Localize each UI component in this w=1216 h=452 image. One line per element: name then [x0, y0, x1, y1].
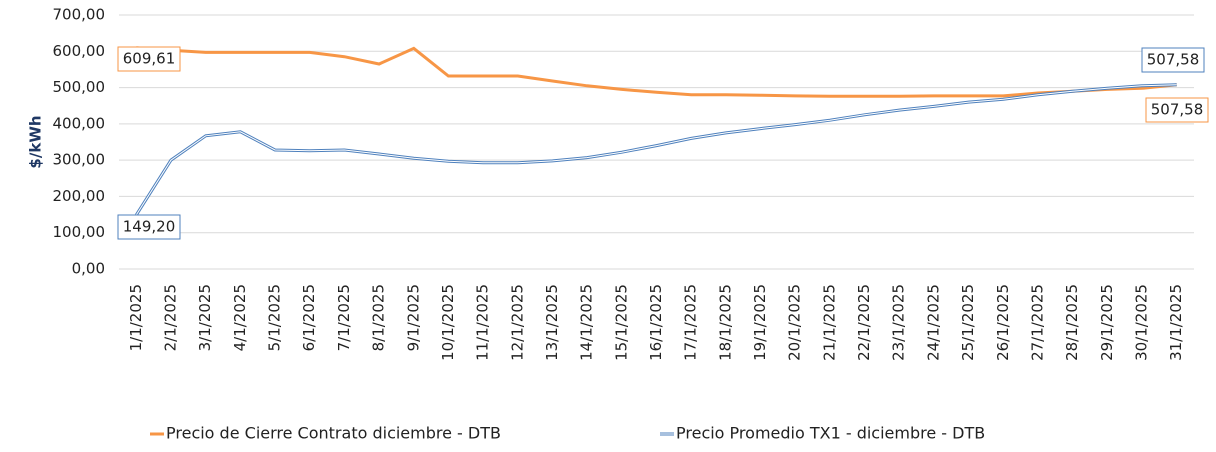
x-tick-label: 25/1/2025 — [959, 284, 977, 361]
y-tick-label: 600,00 — [53, 42, 106, 60]
x-tick-label: 29/1/2025 — [1098, 284, 1116, 361]
x-tick-label: 11/1/2025 — [474, 284, 492, 361]
series-line — [135, 83, 1177, 216]
y-tick-label: 700,00 — [53, 6, 106, 24]
series-line-inner — [135, 84, 1177, 216]
data-label-box — [117, 46, 181, 72]
x-tick-label: 24/1/2025 — [924, 284, 942, 361]
x-tick-label: 28/1/2025 — [1063, 284, 1081, 361]
x-tick-label: 31/1/2025 — [1167, 284, 1185, 361]
data-label: 609,61 — [123, 50, 176, 68]
x-tick-label: 5/1/2025 — [266, 284, 284, 351]
legend-label: Precio Promedio TX1 - diciembre - DTB — [676, 424, 985, 443]
x-tick-label: 19/1/2025 — [751, 284, 769, 361]
data-label-box — [1141, 47, 1205, 73]
x-tick-label: 23/1/2025 — [890, 284, 908, 361]
x-tick-label: 4/1/2025 — [231, 284, 249, 351]
data-label: 507,58 — [1147, 51, 1200, 69]
x-tick-label: 13/1/2025 — [543, 284, 561, 361]
y-tick-label: 400,00 — [53, 114, 106, 132]
data-label-box — [1145, 97, 1209, 123]
x-tick-label: 27/1/2025 — [1028, 284, 1046, 361]
y-tick-label: 100,00 — [53, 223, 106, 241]
x-tick-label: 17/1/2025 — [682, 284, 700, 361]
x-tick-label: 7/1/2025 — [335, 284, 353, 351]
x-tick-label: 12/1/2025 — [508, 284, 526, 361]
y-tick-label: 200,00 — [53, 187, 106, 205]
y-tick-label: 0,00 — [72, 260, 105, 278]
data-label: 507,58 — [1151, 101, 1204, 119]
x-tick-label: 6/1/2025 — [300, 284, 318, 351]
x-tick-label: 2/1/2025 — [162, 284, 180, 351]
y-axis-label: $/kWh — [27, 115, 45, 168]
data-label: 149,20 — [123, 218, 176, 236]
x-tick-label: 14/1/2025 — [578, 284, 596, 361]
data-label-box — [117, 214, 181, 240]
x-tick-label: 3/1/2025 — [196, 284, 214, 351]
x-tick-label: 26/1/2025 — [994, 284, 1012, 361]
x-tick-label: 22/1/2025 — [855, 284, 873, 361]
x-tick-label: 8/1/2025 — [370, 284, 388, 351]
x-tick-label: 9/1/2025 — [404, 284, 422, 351]
x-tick-label: 21/1/2025 — [820, 284, 838, 361]
x-tick-label: 20/1/2025 — [786, 284, 804, 361]
y-tick-label: 300,00 — [53, 151, 106, 169]
x-tick-label: 16/1/2025 — [647, 284, 665, 361]
legend-label: Precio de Cierre Contrato diciembre - DT… — [166, 424, 501, 443]
x-tick-label: 18/1/2025 — [716, 284, 734, 361]
x-tick-label: 15/1/2025 — [612, 284, 630, 361]
y-tick-label: 500,00 — [53, 78, 106, 96]
x-tick-label: 1/1/2025 — [127, 284, 145, 351]
series-line — [136, 46, 1177, 98]
x-tick-label: 10/1/2025 — [439, 284, 457, 361]
x-tick-label: 30/1/2025 — [1132, 284, 1150, 361]
